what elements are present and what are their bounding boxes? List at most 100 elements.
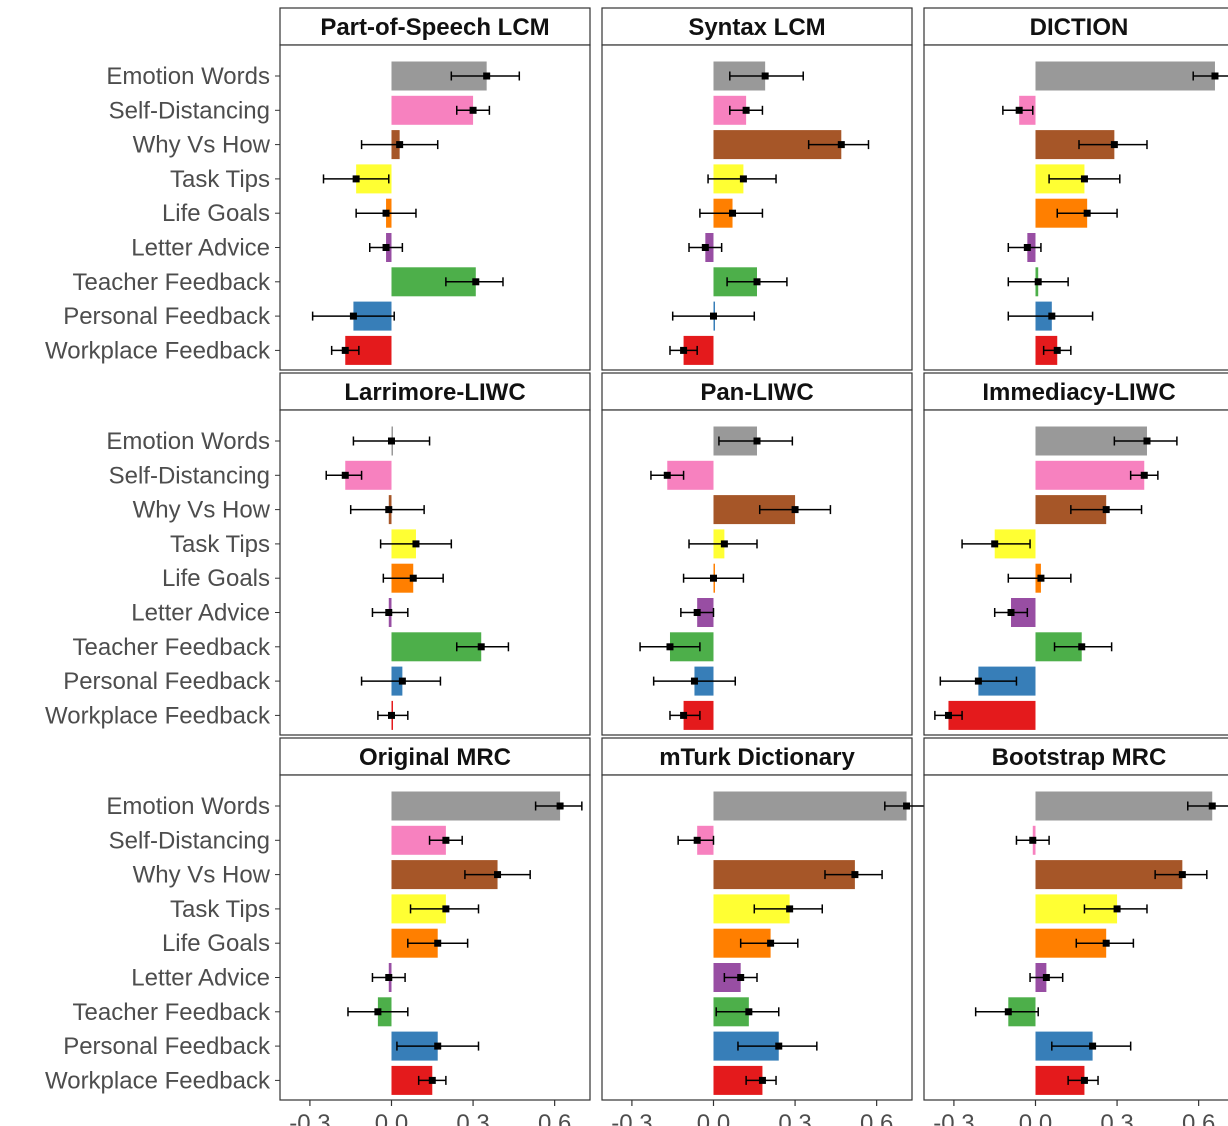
panel-title: DICTION (1030, 14, 1129, 41)
point-estimate (472, 278, 480, 286)
point-estimate (709, 312, 717, 320)
point-estimate (385, 974, 393, 981)
point-estimate (1007, 609, 1015, 616)
point-estimate (666, 643, 674, 651)
point-estimate (349, 312, 357, 320)
point-estimate (837, 141, 845, 149)
panel-title: Larrimore-LIWC (344, 379, 525, 406)
x-tick-label: 0.6 (538, 1110, 571, 1126)
panel: mTurk Dictionary -0.3 0.0 0.3 0.6 (601, 737, 930, 1126)
x-tick-label: -0.3 (289, 1110, 330, 1126)
panel: Original MRC Emotion Words Self-Distancing… (45, 737, 591, 1126)
bar (948, 700, 1036, 730)
point-estimate (753, 278, 761, 286)
point-estimate (1004, 1008, 1012, 1016)
point-estimate (903, 802, 911, 810)
point-estimate (1029, 836, 1037, 844)
point-estimate (663, 471, 671, 479)
bar (1035, 61, 1215, 91)
category-label: Task Tips (170, 896, 270, 923)
point-estimate (1015, 106, 1023, 114)
point-estimate (385, 609, 393, 616)
category-label: Why Vs How (133, 497, 271, 524)
point-estimate (1034, 278, 1042, 286)
panel-strip (923, 7, 1228, 46)
category-label: Letter Advice (131, 600, 270, 627)
panel-title: Syntax LCM (688, 14, 825, 41)
point-estimate (786, 905, 794, 913)
panel-title: Pan-LIWC (700, 379, 813, 406)
point-estimate (753, 437, 761, 445)
point-estimate (412, 540, 420, 548)
bar (1035, 791, 1213, 821)
point-estimate (1080, 1076, 1088, 1084)
x-tick-label: 0.0 (375, 1110, 408, 1126)
point-estimate (944, 711, 952, 719)
point-estimate (382, 244, 390, 251)
x-tick-label: 0.3 (778, 1110, 811, 1126)
category-label: Emotion Words (106, 63, 270, 90)
panel-strip (923, 372, 1228, 411)
point-estimate (434, 1042, 442, 1050)
category-label: Why Vs How (133, 862, 271, 889)
panel: Bootstrap MRC -0.3 0.0 0.3 0.6 (923, 737, 1228, 1126)
point-estimate (469, 106, 477, 114)
category-label: Teacher Feedback (73, 999, 271, 1026)
point-estimate (680, 346, 688, 354)
point-estimate (1110, 141, 1118, 149)
panel-strip (279, 372, 591, 411)
point-estimate (382, 209, 390, 217)
panel-title: Immediacy-LIWC (982, 379, 1175, 406)
point-estimate (1208, 802, 1216, 810)
panel-title: Part-of-Speech LCM (320, 14, 549, 41)
point-estimate (729, 209, 737, 217)
panel-frame (601, 44, 913, 371)
point-estimate (341, 346, 349, 354)
bar (713, 791, 907, 821)
panel: Syntax LCM (601, 7, 913, 371)
category-label: Self-Distancing (109, 462, 270, 489)
category-label: Personal Feedback (63, 1033, 271, 1060)
panel-strip (601, 737, 913, 776)
point-estimate (851, 871, 859, 879)
point-estimate (1042, 974, 1050, 981)
x-tick-label: 0.3 (456, 1110, 489, 1126)
point-estimate (1102, 506, 1110, 514)
point-estimate (739, 175, 747, 183)
point-estimate (374, 1008, 382, 1016)
point-estimate (1089, 1042, 1097, 1050)
point-estimate (758, 1076, 766, 1084)
point-estimate (1048, 312, 1056, 320)
point-estimate (387, 711, 395, 719)
point-estimate (409, 574, 417, 582)
panel-strip (279, 7, 591, 46)
point-estimate (385, 506, 393, 514)
x-tick-label: 0.6 (1182, 1110, 1215, 1126)
point-estimate (775, 1042, 783, 1050)
category-label: Personal Feedback (63, 668, 271, 695)
point-estimate (396, 141, 404, 149)
point-estimate (442, 836, 450, 844)
point-estimate (1053, 346, 1061, 354)
category-label: Task Tips (170, 531, 270, 558)
point-estimate (693, 609, 701, 616)
point-estimate (556, 802, 564, 810)
category-label: Teacher Feedback (73, 634, 271, 661)
point-estimate (1211, 72, 1219, 80)
point-estimate (494, 871, 502, 879)
point-estimate (477, 643, 485, 651)
category-label: Workplace Feedback (45, 702, 271, 729)
category-label: Personal Feedback (63, 303, 271, 330)
point-estimate (693, 836, 701, 844)
x-tick-label: 0.3 (1100, 1110, 1133, 1126)
category-label: Letter Advice (131, 965, 270, 992)
category-label: Why Vs How (133, 132, 271, 159)
panel-title: mTurk Dictionary (659, 744, 855, 771)
panel-frame (601, 409, 913, 736)
x-tick-label: -0.3 (611, 1110, 652, 1126)
point-estimate (745, 1008, 753, 1016)
panel-frame (923, 409, 1228, 736)
x-tick-label: 0.0 (1019, 1110, 1052, 1126)
category-label: Self-Distancing (109, 97, 270, 124)
point-estimate (1083, 209, 1091, 217)
